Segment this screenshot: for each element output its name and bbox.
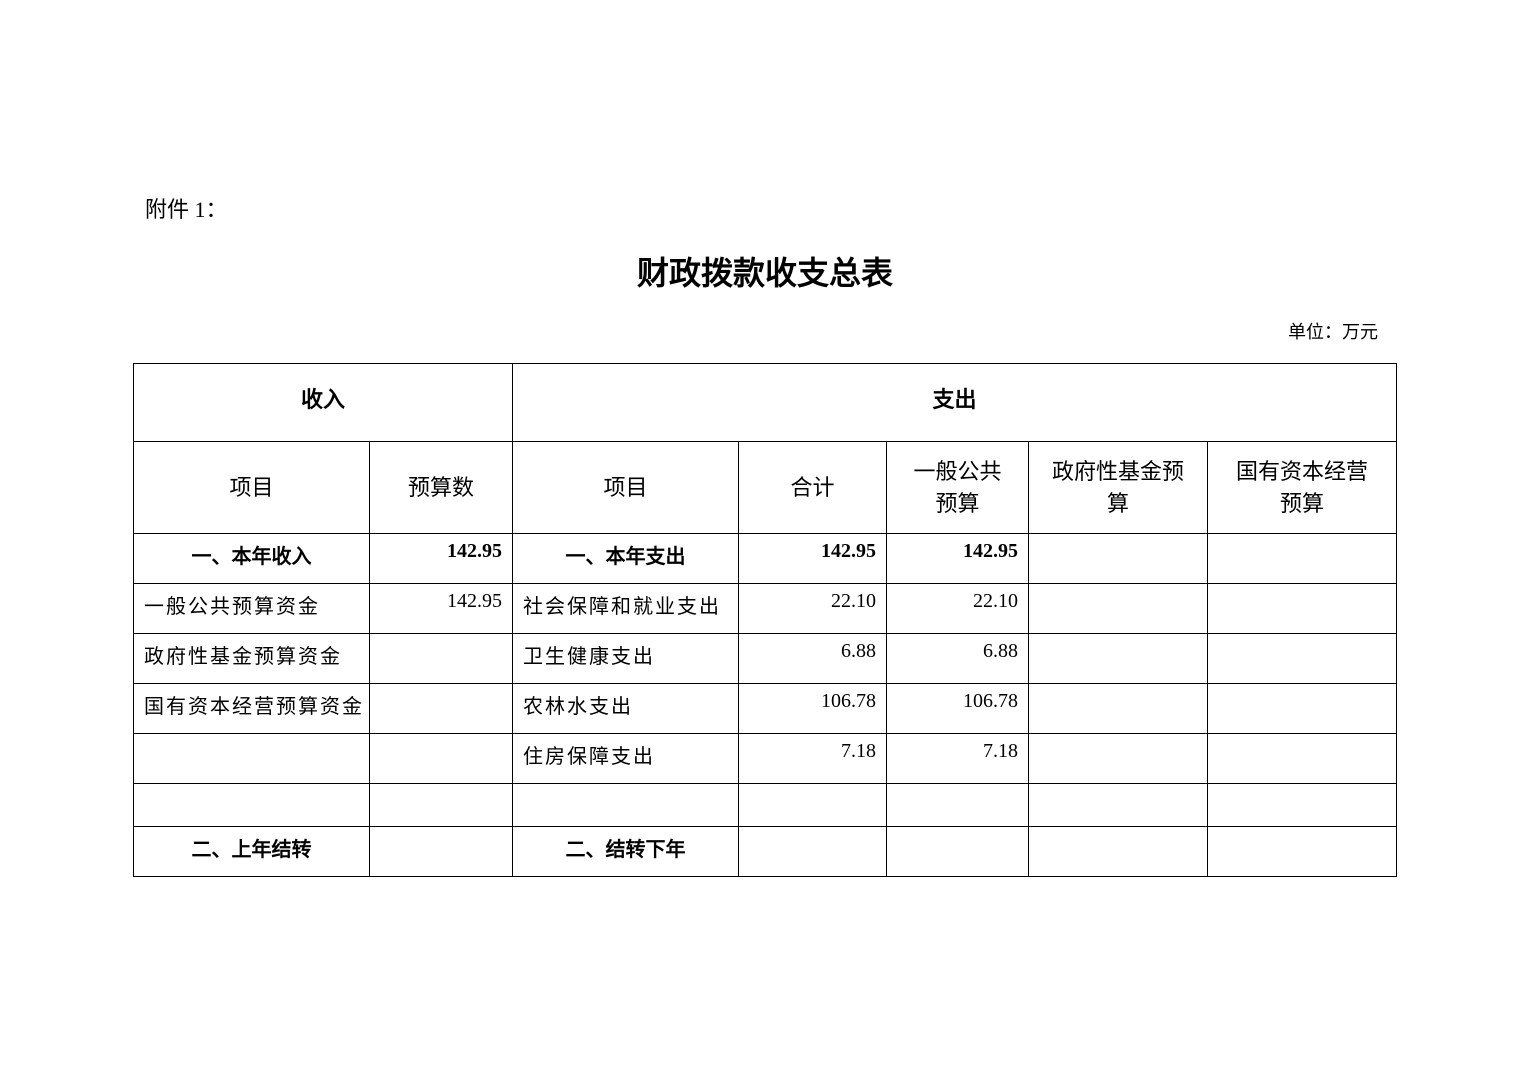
cell-expense-item: 二、结转下年 — [512, 826, 739, 877]
cell-state-capital-budget — [1207, 826, 1397, 877]
cell-general-public-budget: 22.10 — [886, 583, 1029, 634]
cell-income-item: 政府性基金预算资金 — [133, 633, 370, 684]
column-header-income-item: 项目 — [133, 441, 370, 534]
cell-income-budget: 142.95 — [369, 583, 513, 634]
cell-income-budget — [369, 733, 513, 784]
cell-expense-total: 7.18 — [738, 733, 887, 784]
table-row: 国有资本经营预算资金 农林水支出 106.78 106.78 — [133, 683, 1397, 734]
cell-general-public-budget: 142.95 — [886, 533, 1029, 584]
cell-expense-item: 农林水支出 — [512, 683, 739, 734]
cell-gov-fund-budget — [1028, 633, 1208, 684]
cell-expense-total — [738, 826, 887, 877]
column-header-general-public-budget: 一般公共 预算 — [886, 441, 1029, 534]
cell-income-item: 一般公共预算资金 — [133, 583, 370, 634]
attachment-label: 附件 1： — [145, 197, 228, 222]
expense-header: 支出 — [512, 363, 1397, 442]
page-title: 财政拨款收支总表 — [636, 255, 893, 291]
table-row: 住房保障支出 7.18 7.18 — [133, 733, 1397, 784]
cell-income-budget — [369, 633, 513, 684]
cell-expense-total: 22.10 — [738, 583, 887, 634]
table-row: 一、本年收入 142.95 一、本年支出 142.95 142.95 — [133, 533, 1397, 584]
income-header: 收入 — [133, 363, 513, 442]
cell-expense-item: 一、本年支出 — [512, 533, 739, 584]
table-row: 一般公共预算资金 142.95 社会保障和就业支出 22.10 22.10 — [133, 583, 1397, 634]
cell-income-budget — [369, 683, 513, 734]
cell-general-public-budget — [886, 826, 1029, 877]
cell-gov-fund-budget — [1028, 583, 1208, 634]
table-row: 政府性基金预算资金 卫生健康支出 6.88 6.88 — [133, 633, 1397, 684]
cell-gov-fund-budget — [1028, 783, 1208, 827]
cell-income-item: 国有资本经营预算资金 — [133, 683, 370, 734]
column-header-row: 项目 预算数 项目 合计 一般公共 预算 政府性基金预算国有资本经营 预算 — [133, 441, 1397, 534]
cell-general-public-budget: 106.78 — [886, 683, 1029, 734]
cell-income-item: 一、本年收入 — [133, 533, 370, 584]
cell-state-capital-budget — [1207, 733, 1397, 784]
table-row — [133, 783, 1397, 827]
cell-expense-item: 住房保障支出 — [512, 733, 739, 784]
unit-label: 单位：万元 — [1288, 322, 1378, 342]
column-header-state-capital-budget: 国有资本经营 预算 — [1207, 441, 1397, 534]
cell-expense-total: 6.88 — [738, 633, 887, 684]
budget-table: 收入 支出 项目 预算数 项目 合计 一般公共 预算 政府性基金预算国有资本经营 预算 一、本… — [133, 363, 1397, 877]
cell-income-item — [133, 783, 370, 827]
cell-expense-total: 106.78 — [738, 683, 887, 734]
cell-income-item — [133, 733, 370, 784]
cell-state-capital-budget — [1207, 583, 1397, 634]
cell-general-public-budget: 7.18 — [886, 733, 1029, 784]
column-header-expense-total: 合计 — [738, 441, 887, 534]
cell-gov-fund-budget — [1028, 683, 1208, 734]
cell-general-public-budget — [886, 783, 1029, 827]
cell-state-capital-budget — [1207, 683, 1397, 734]
cell-general-public-budget: 6.88 — [886, 633, 1029, 684]
column-header-income-budget: 预算数 — [369, 441, 513, 534]
cell-income-budget: 142.95 — [369, 533, 513, 584]
cell-expense-item — [512, 783, 739, 827]
column-header-expense-item: 项目 — [512, 441, 739, 534]
cell-gov-fund-budget — [1028, 733, 1208, 784]
cell-income-budget — [369, 783, 513, 827]
cell-expense-total: 142.95 — [738, 533, 887, 584]
cell-gov-fund-budget — [1028, 826, 1208, 877]
cell-expense-item: 卫生健康支出 — [512, 633, 739, 684]
cell-gov-fund-budget — [1028, 533, 1208, 584]
cell-income-budget — [369, 826, 513, 877]
cell-income-item: 二、上年结转 — [133, 826, 370, 877]
group-header-row: 收入 支出 — [133, 363, 1397, 442]
table-row: 二、上年结转 二、结转下年 — [133, 826, 1397, 877]
cell-expense-item: 社会保障和就业支出 — [512, 583, 739, 634]
cell-state-capital-budget — [1207, 633, 1397, 684]
cell-state-capital-budget — [1207, 533, 1397, 584]
column-header-gov-fund-budget: 政府性基金预算 — [1028, 441, 1208, 534]
cell-state-capital-budget — [1207, 783, 1397, 827]
cell-expense-total — [738, 783, 887, 827]
